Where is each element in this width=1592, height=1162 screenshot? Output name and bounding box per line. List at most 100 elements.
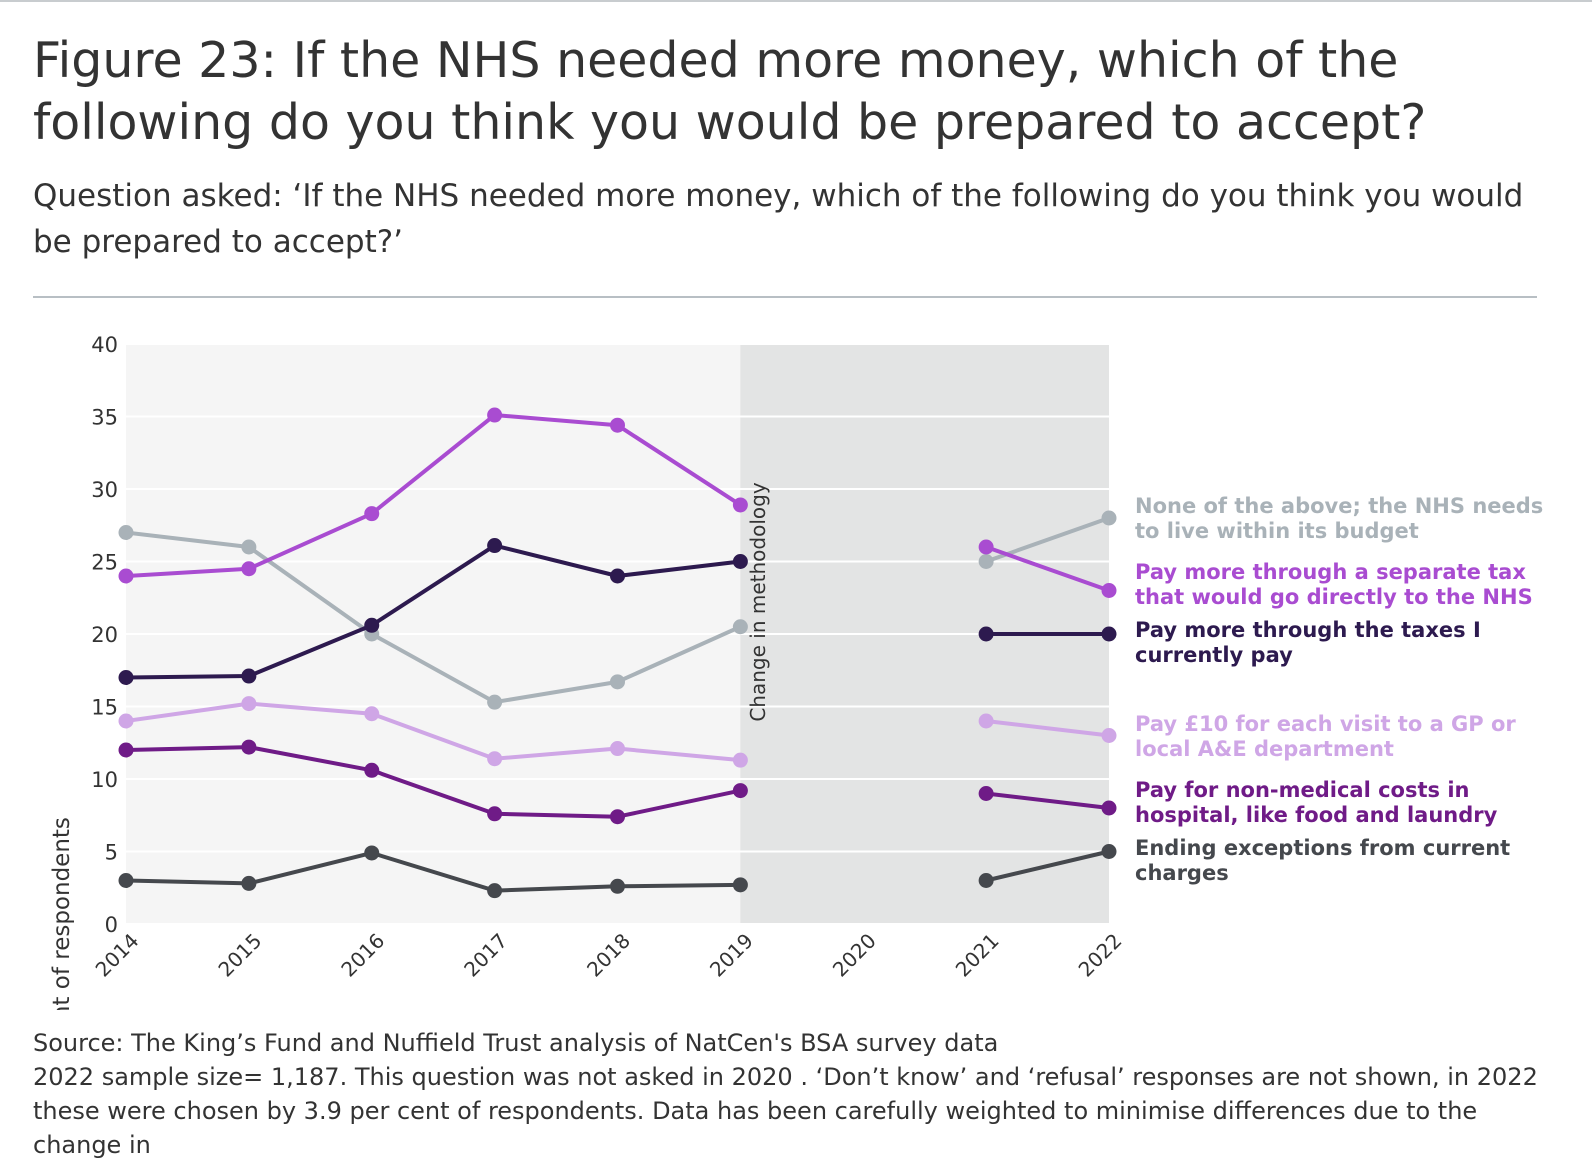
series-line bbox=[125, 701, 741, 763]
figure-subtitle: Question asked: ‘If the NHS needed more … bbox=[33, 178, 1524, 260]
series-5 bbox=[118, 739, 1117, 825]
y-tick-label: 40 bbox=[91, 333, 118, 357]
series-line bbox=[125, 530, 742, 705]
data-point bbox=[118, 742, 134, 758]
series-lines bbox=[118, 407, 1117, 899]
data-point bbox=[364, 617, 380, 633]
series-line bbox=[985, 791, 1110, 810]
x-tick-label: 2022 bbox=[1074, 929, 1127, 982]
data-point bbox=[1101, 844, 1117, 859]
y-tick-label: 30 bbox=[91, 478, 118, 502]
data-point bbox=[978, 539, 994, 555]
data-point bbox=[732, 783, 748, 799]
data-point bbox=[487, 806, 503, 822]
data-point bbox=[118, 873, 134, 888]
y-tick-label: 0 bbox=[105, 913, 118, 937]
data-point bbox=[610, 878, 625, 894]
data-point bbox=[1101, 510, 1117, 526]
data-point bbox=[732, 619, 748, 635]
data-point bbox=[118, 525, 134, 540]
x-tick-label: 2020 bbox=[828, 929, 881, 982]
data-point bbox=[978, 626, 994, 642]
data-point bbox=[364, 706, 380, 722]
data-point bbox=[732, 752, 748, 768]
y-axis: 0 5 10 15 20 25 30 35 40 bbox=[91, 333, 118, 937]
data-point bbox=[118, 670, 134, 685]
methodology-change-label: Change in methodology bbox=[746, 482, 770, 721]
figure-title: Figure 23: If the NHS needed more money,… bbox=[33, 32, 1427, 151]
data-point bbox=[118, 713, 134, 729]
data-point bbox=[487, 883, 503, 899]
x-axis: 2014 2015 2016 2017 2018 2019 2020 2021 2022 bbox=[91, 929, 1127, 982]
series-4 bbox=[118, 696, 1117, 768]
data-point bbox=[487, 407, 503, 423]
y-tick-label: 10 bbox=[91, 768, 118, 792]
data-point bbox=[364, 762, 380, 778]
source-note: Source: The King’s Fund and Nuffield Tru… bbox=[33, 1029, 999, 1057]
legend-label-4: Pay £10 for each visit to a GP or local A… bbox=[1135, 712, 1516, 761]
data-point bbox=[978, 713, 994, 729]
data-point bbox=[241, 696, 257, 712]
legend-label-1: None of the above; the NHS needs to live … bbox=[1135, 494, 1543, 543]
x-tick-label: 2019 bbox=[705, 929, 758, 982]
data-point bbox=[978, 554, 994, 569]
data-point bbox=[487, 751, 503, 767]
y-axis-label: Per cent of respondents bbox=[49, 817, 75, 1010]
legend: None of the above; the NHS needs to live … bbox=[1135, 494, 1543, 885]
data-point bbox=[610, 809, 625, 825]
data-point bbox=[732, 497, 748, 513]
series-3 bbox=[118, 538, 1117, 685]
top-rule bbox=[0, 0, 1592, 2]
y-tick-label: 5 bbox=[105, 841, 118, 865]
y-tick-label: 35 bbox=[91, 406, 118, 430]
data-point bbox=[1101, 626, 1117, 642]
x-tick-label: 2017 bbox=[459, 929, 512, 982]
y-tick-label: 15 bbox=[91, 696, 118, 720]
y-tick-label: 25 bbox=[91, 551, 118, 575]
data-point bbox=[978, 873, 994, 888]
data-point bbox=[732, 554, 748, 569]
data-point bbox=[364, 506, 380, 522]
series-line bbox=[125, 850, 741, 893]
data-point bbox=[610, 674, 625, 690]
header-divider bbox=[33, 296, 1537, 298]
data-point bbox=[241, 561, 257, 577]
data-point bbox=[241, 875, 257, 891]
series-line bbox=[125, 543, 741, 680]
x-tick-label: 2016 bbox=[336, 929, 389, 982]
series-1 bbox=[118, 510, 1117, 710]
sample-note: 2022 sample size= 1,187. This question w… bbox=[33, 1063, 1538, 1159]
x-tick-label: 2018 bbox=[582, 929, 635, 982]
series-line bbox=[985, 545, 1110, 593]
series-line bbox=[985, 849, 1110, 883]
data-point bbox=[1101, 583, 1117, 598]
series-2 bbox=[118, 407, 1117, 598]
data-point bbox=[732, 877, 748, 893]
y-tick-label: 20 bbox=[91, 623, 118, 647]
data-point bbox=[487, 694, 503, 710]
data-point bbox=[610, 417, 625, 433]
data-point bbox=[118, 568, 134, 584]
footer: Source: The King’s Fund and Nuffield Tru… bbox=[33, 1026, 1563, 1162]
data-point bbox=[978, 786, 994, 801]
data-point bbox=[1101, 728, 1117, 743]
gridlines bbox=[126, 343, 1109, 925]
data-point bbox=[241, 739, 257, 755]
x-tick-label: 2015 bbox=[213, 929, 266, 982]
series-line bbox=[985, 719, 1110, 738]
x-tick-label: 2021 bbox=[951, 929, 1004, 982]
data-point bbox=[1101, 800, 1117, 816]
data-point bbox=[487, 538, 503, 554]
data-point bbox=[241, 668, 257, 684]
series-line bbox=[125, 413, 742, 578]
series-line bbox=[125, 745, 741, 819]
legend-label-6: Ending exceptions from current charges bbox=[1135, 836, 1510, 885]
data-point bbox=[241, 539, 257, 555]
data-point bbox=[610, 741, 625, 757]
data-point bbox=[364, 845, 380, 861]
series-6 bbox=[118, 844, 1117, 899]
legend-label-5: Pay for non-medical costs in hospital, li… bbox=[1135, 778, 1498, 827]
data-point bbox=[610, 568, 625, 584]
